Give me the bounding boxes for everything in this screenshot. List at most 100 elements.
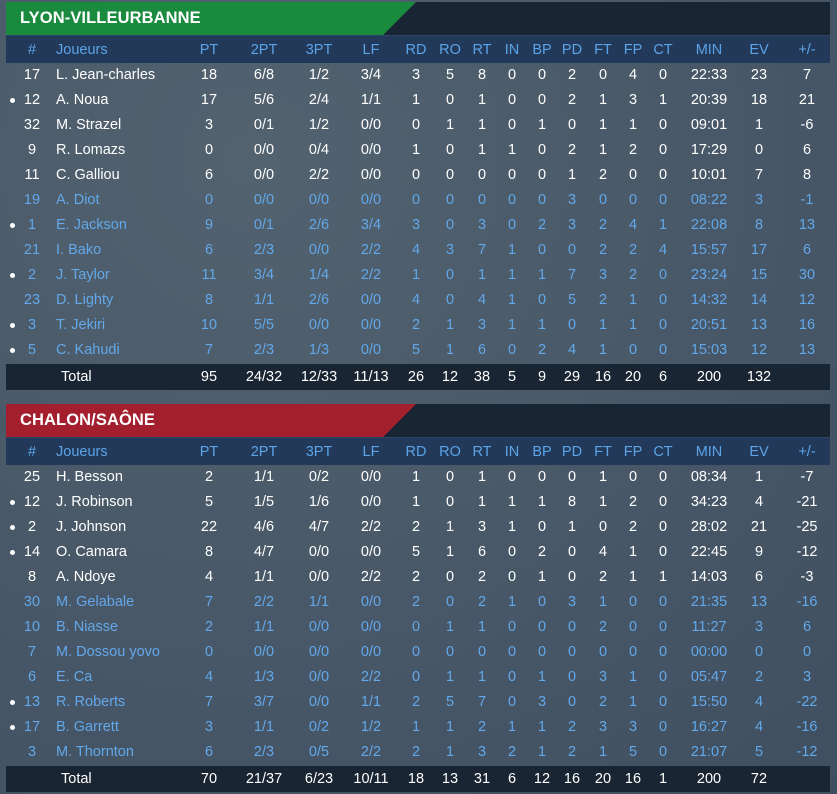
column-header-ft: FT: [594, 444, 612, 460]
stat-pt: 18: [200, 67, 218, 83]
stat-bp: 1: [537, 117, 547, 133]
stat-ev: 4: [754, 494, 764, 510]
stat-in: 0: [507, 644, 517, 660]
stat-ev: 0: [754, 142, 764, 158]
player-name: J. Johnson: [56, 519, 127, 535]
stat-ro: 5: [445, 694, 455, 710]
stat-3pt: 0/0: [308, 317, 330, 333]
stat-rt: 1: [477, 92, 487, 108]
stat-ro: 0: [445, 594, 455, 610]
stat-2pt: 2/3: [253, 242, 275, 258]
stat-ft: 1: [598, 494, 608, 510]
stat-ro: 0: [445, 292, 455, 308]
stat-ev: 1: [754, 469, 764, 485]
stat-pd: 1: [567, 167, 577, 183]
stat-ro: 1: [445, 669, 455, 685]
stat-ft: 2: [598, 167, 608, 183]
stat-ct: 0: [658, 192, 668, 208]
column-header-player: Joueurs: [56, 42, 108, 58]
stat-3pt: 1/1: [308, 594, 330, 610]
stat-fp: 4: [628, 217, 638, 233]
stat-min: 34:23: [690, 494, 728, 510]
player-number: 7: [27, 644, 37, 660]
stat-pt: 6: [204, 744, 214, 760]
stat-3pt: 0/0: [308, 619, 330, 635]
stat-min: 20:51: [690, 317, 728, 333]
stat-in: 0: [507, 67, 517, 83]
stat-fp: 0: [628, 192, 638, 208]
column-header-number: #: [27, 42, 37, 58]
column-header-rt: RT: [472, 444, 492, 460]
stat-ev: 6: [754, 569, 764, 585]
stat-bp: 1: [537, 719, 547, 735]
stat-ct: 0: [658, 292, 668, 308]
total-bp: 9: [537, 369, 547, 385]
stat-3pt: 1/4: [308, 267, 330, 283]
stat-in: 2: [507, 744, 517, 760]
player-name: R. Lomazs: [56, 142, 126, 158]
stat-pd: 0: [567, 117, 577, 133]
player-name: C. Kahudi: [56, 342, 120, 358]
stat-ro: 1: [445, 317, 455, 333]
stat-min: 11:27: [691, 619, 727, 635]
stat-bp: 1: [537, 669, 547, 685]
stat-ct: 0: [658, 167, 668, 183]
stat-lf: 2/2: [360, 267, 382, 283]
stat-pd: 0: [567, 469, 577, 485]
stat-min: 28:02: [690, 519, 728, 535]
column-header-2pt: 2PT: [250, 42, 278, 58]
stat-plus-minus: -12: [796, 744, 818, 760]
team-boxscore-chalon: CHALON/SAÔNE # Joueurs PT 2PT 3PT LF RD RO RT IN B…: [6, 404, 830, 792]
stat-2pt: 1/1: [253, 719, 275, 735]
stat-plus-minus: -25: [796, 519, 818, 535]
player-number: 14: [23, 544, 41, 560]
total-rt: 38: [473, 369, 491, 385]
stat-ft: 0: [598, 67, 608, 83]
player-number: 2: [27, 519, 37, 535]
stat-2pt: 5/5: [253, 317, 275, 333]
stat-in: 1: [507, 494, 517, 510]
stat-plus-minus: 3: [802, 669, 812, 685]
stat-pt: 4: [204, 569, 214, 585]
stat-pt: 6: [204, 167, 214, 183]
stat-ro: 0: [445, 267, 455, 283]
stat-ev: 4: [754, 694, 764, 710]
stat-pt: 7: [204, 594, 214, 610]
stat-in: 0: [507, 694, 517, 710]
stat-min: 14:32: [690, 292, 728, 308]
player-number: 11: [24, 167, 40, 183]
player-name: M. Dossou yovo: [56, 644, 160, 660]
table-row: 12 A. Noua 17 5/6 2/4 1/1 1 0 1 0 0 2 1 3 1 20:39 18 21: [6, 88, 830, 113]
stat-fp: 2: [628, 142, 638, 158]
stat-rd: 1: [411, 267, 421, 283]
column-header-3pt: 3PT: [305, 444, 333, 460]
stat-fp: 0: [628, 167, 638, 183]
stat-lf: 0/0: [360, 192, 382, 208]
stat-ft: 2: [598, 217, 608, 233]
stat-ev: 5: [754, 744, 764, 760]
stat-lf: 1/1: [360, 92, 382, 108]
stat-in: 0: [507, 167, 517, 183]
total-row: Total 70 21/37 6/23 10/11 18 13 31 6 12 16 20 16 1 200…: [6, 766, 830, 792]
stat-rd: 0: [411, 192, 421, 208]
stat-bp: 0: [537, 644, 547, 660]
stat-rd: 4: [411, 292, 421, 308]
stat-lf: 2/2: [360, 242, 382, 258]
stat-ro: 0: [445, 142, 455, 158]
stat-lf: 1/2: [360, 719, 382, 735]
stat-rt: 4: [477, 292, 487, 308]
player-name: E. Jackson: [56, 217, 127, 233]
stat-rt: 1: [477, 469, 487, 485]
stat-pt: 7: [204, 694, 214, 710]
column-header-pt: PT: [199, 444, 219, 460]
stat-lf: 3/4: [360, 67, 382, 83]
stat-ro: 1: [445, 619, 455, 635]
stat-lf: 1/1: [360, 694, 382, 710]
stat-ev: 0: [754, 644, 764, 660]
column-header-min: MIN: [695, 42, 723, 58]
table-row: 14 O. Camara 8 4/7 0/0 0/0 5 1 6 0 2 0 4 1 0 22:45 9 -12: [6, 540, 830, 565]
table-row: 10 B. Niasse 2 1/1 0/0 0/0 0 1 1 0 0 0 2 0 0 11:27 3 6: [6, 615, 830, 640]
stat-rt: 6: [477, 342, 487, 358]
total-label: Total: [61, 771, 92, 787]
stat-in: 1: [507, 267, 517, 283]
